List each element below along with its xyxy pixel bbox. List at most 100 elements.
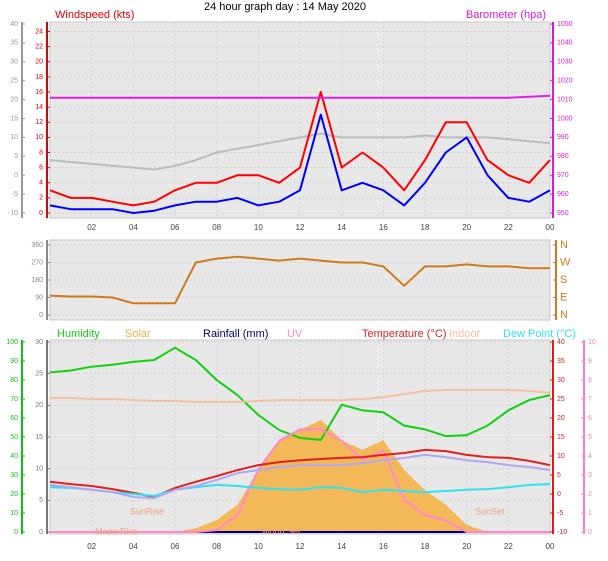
y-tick-label: 10 xyxy=(10,134,18,141)
y-tick-label: N xyxy=(560,239,568,251)
y-tick-label: 5 xyxy=(557,472,561,479)
series-line xyxy=(49,91,551,207)
series-line xyxy=(50,94,551,99)
series-line xyxy=(49,346,551,441)
legend-entry: Dew Point (°C) xyxy=(503,328,576,340)
y-tick-label: 10 xyxy=(588,339,596,346)
y-tick-label: 6 xyxy=(588,415,592,422)
y-tick-label: 180 xyxy=(31,277,43,284)
y-tick-label: S xyxy=(560,274,567,286)
legend-entry: Solar xyxy=(125,328,151,340)
y-tick-label: 30 xyxy=(35,339,43,346)
series-line xyxy=(49,113,551,214)
windspeed-label: Windspeed (kts) xyxy=(55,9,134,21)
y-tick-label: 80 xyxy=(10,377,18,384)
y-tick-label: 0 xyxy=(39,312,43,319)
y-tick-label: 50 xyxy=(10,434,18,441)
y-tick-label: 10 xyxy=(10,510,18,517)
y-tick-label: -5 xyxy=(557,510,563,517)
y-tick-label: -10 xyxy=(557,529,567,536)
y-tick-label: W xyxy=(560,256,571,268)
y-tick-label: 40 xyxy=(10,453,18,460)
y-tick-label: N xyxy=(560,309,568,321)
series-line xyxy=(49,448,551,498)
x-tick-label: 22 xyxy=(504,223,513,232)
y-tick-label: 20 xyxy=(35,402,43,409)
y-tick-label: 5 xyxy=(588,434,592,441)
series-line xyxy=(49,453,551,500)
y-tick-label: 8 xyxy=(39,149,43,156)
x-tick-label: 04 xyxy=(129,542,138,551)
y-tick-label: 1 xyxy=(588,510,592,517)
y-tick-label: 20 xyxy=(557,415,565,422)
x-tick-label: 16 xyxy=(379,223,388,232)
x-tick-label: 02 xyxy=(87,223,96,232)
y-tick-label: 1030 xyxy=(557,59,573,66)
y-tick-label: 90 xyxy=(10,358,18,365)
y-tick-label: 10 xyxy=(35,134,43,141)
y-tick-label: 40 xyxy=(557,339,565,346)
x-tick-label: 12 xyxy=(296,223,305,232)
y-tick-label: 1040 xyxy=(557,40,573,47)
y-tick-label: 0 xyxy=(14,172,18,179)
y-tick-label: 12 xyxy=(35,119,43,126)
series-line xyxy=(49,255,550,305)
x-tick-label: 02 xyxy=(87,542,96,551)
y-tick-label: 15 xyxy=(35,434,43,441)
y-tick-label: 18 xyxy=(35,74,43,81)
y-tick-label: 970 xyxy=(557,172,569,179)
y-tick-label: E xyxy=(560,291,567,303)
y-tick-label: 0 xyxy=(39,529,43,536)
legend-entry: UV xyxy=(287,328,303,340)
annotation: Moon Set xyxy=(262,526,301,536)
x-tick-label: 14 xyxy=(337,542,346,551)
y-tick-label: 1020 xyxy=(557,78,573,85)
y-tick-label: 6 xyxy=(39,164,43,171)
y-tick-label: 14 xyxy=(35,104,43,111)
legend-entry: Indoor xyxy=(449,328,481,340)
y-tick-label: 5 xyxy=(14,153,18,160)
y-tick-label: -10 xyxy=(8,210,18,217)
series-line xyxy=(49,483,551,497)
y-tick-label: 30 xyxy=(10,59,18,66)
y-tick-label: 360 xyxy=(31,242,43,249)
y-tick-label: 4 xyxy=(588,453,592,460)
y-tick-label: 0 xyxy=(557,491,561,498)
legend-entry: Rainfall (mm) xyxy=(203,328,268,340)
y-tick-label: 60 xyxy=(10,415,18,422)
y-tick-label: 35 xyxy=(557,358,565,365)
y-tick-label: 1010 xyxy=(557,96,573,103)
series-line xyxy=(50,428,550,533)
y-tick-label: 7 xyxy=(588,396,592,403)
y-tick-label: 980 xyxy=(557,153,569,160)
y-tick-label: 1050 xyxy=(557,21,573,28)
y-tick-label: 20 xyxy=(35,59,43,66)
y-tick-label: 950 xyxy=(557,210,569,217)
x-tick-label: 10 xyxy=(254,542,263,551)
y-tick-label: 20 xyxy=(10,491,18,498)
x-tick-label: 22 xyxy=(504,542,513,551)
series-area xyxy=(50,419,550,532)
x-tick-label: 08 xyxy=(212,542,221,551)
annotation: SunSet xyxy=(475,506,505,516)
y-tick-label: 5 xyxy=(39,497,43,504)
x-tick-label: 06 xyxy=(171,542,180,551)
y-tick-label: 3 xyxy=(588,472,592,479)
y-tick-label: 16 xyxy=(35,89,43,96)
y-tick-label: 2 xyxy=(588,491,592,498)
y-tick-label: 30 xyxy=(557,377,565,384)
x-tick-label: 16 xyxy=(379,542,388,551)
y-tick-label: 25 xyxy=(10,78,18,85)
x-tick-label: 20 xyxy=(462,223,471,232)
x-tick-label: 06 xyxy=(171,223,180,232)
y-tick-label: 10 xyxy=(557,453,565,460)
x-tick-label: 14 xyxy=(337,223,346,232)
y-tick-label: 0 xyxy=(39,210,43,217)
x-tick-label: 12 xyxy=(296,542,305,551)
y-tick-label: 90 xyxy=(35,294,43,301)
y-tick-label: 270 xyxy=(31,259,43,266)
annotation: SunRise xyxy=(130,506,164,516)
series-line xyxy=(50,388,551,403)
barometer-label: Barometer (hpa) xyxy=(466,9,546,21)
y-tick-label: 30 xyxy=(10,472,18,479)
